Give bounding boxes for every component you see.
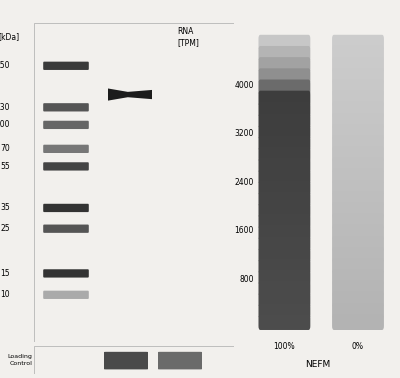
Text: NEFM: NEFM (305, 359, 331, 369)
Text: 55: 55 (0, 162, 10, 171)
FancyBboxPatch shape (332, 113, 384, 129)
FancyBboxPatch shape (258, 225, 310, 240)
FancyBboxPatch shape (258, 236, 310, 252)
FancyBboxPatch shape (258, 158, 310, 174)
FancyBboxPatch shape (43, 225, 89, 233)
Text: 100: 100 (0, 120, 10, 129)
Text: 70: 70 (0, 144, 10, 153)
FancyBboxPatch shape (43, 291, 89, 299)
FancyBboxPatch shape (158, 352, 202, 369)
FancyBboxPatch shape (332, 124, 384, 140)
FancyBboxPatch shape (332, 281, 384, 296)
Text: 1600: 1600 (235, 226, 254, 235)
Text: 4000: 4000 (234, 81, 254, 90)
Text: 25: 25 (0, 224, 10, 233)
Text: 2400: 2400 (235, 178, 254, 187)
FancyBboxPatch shape (332, 225, 384, 240)
FancyBboxPatch shape (332, 270, 384, 285)
Text: RNA
[TPM]: RNA [TPM] (177, 28, 199, 48)
FancyBboxPatch shape (43, 204, 89, 212)
Text: High: High (119, 356, 139, 366)
Text: 35: 35 (0, 203, 10, 212)
FancyBboxPatch shape (258, 135, 310, 151)
FancyBboxPatch shape (332, 68, 384, 84)
FancyBboxPatch shape (258, 292, 310, 308)
FancyBboxPatch shape (332, 169, 384, 184)
FancyBboxPatch shape (258, 169, 310, 184)
Text: 800: 800 (240, 275, 254, 284)
Text: 100%: 100% (274, 342, 295, 351)
FancyBboxPatch shape (258, 113, 310, 129)
FancyBboxPatch shape (258, 46, 310, 62)
FancyBboxPatch shape (332, 203, 384, 218)
FancyBboxPatch shape (258, 91, 310, 106)
FancyBboxPatch shape (258, 147, 310, 162)
FancyBboxPatch shape (43, 103, 89, 112)
FancyBboxPatch shape (258, 180, 310, 196)
FancyBboxPatch shape (43, 162, 89, 170)
FancyBboxPatch shape (258, 124, 310, 140)
FancyBboxPatch shape (332, 247, 384, 263)
Text: 250: 250 (0, 61, 10, 70)
Text: 3200: 3200 (235, 129, 254, 138)
FancyBboxPatch shape (332, 35, 384, 51)
FancyBboxPatch shape (258, 102, 310, 118)
FancyBboxPatch shape (258, 303, 310, 319)
FancyBboxPatch shape (332, 79, 384, 95)
FancyBboxPatch shape (332, 292, 384, 308)
FancyBboxPatch shape (43, 62, 89, 70)
FancyBboxPatch shape (258, 203, 310, 218)
FancyBboxPatch shape (332, 46, 384, 62)
FancyBboxPatch shape (43, 145, 89, 153)
FancyBboxPatch shape (104, 352, 148, 369)
FancyBboxPatch shape (258, 270, 310, 285)
FancyBboxPatch shape (332, 259, 384, 274)
Text: 10: 10 (0, 290, 10, 299)
FancyBboxPatch shape (332, 303, 384, 319)
FancyBboxPatch shape (332, 147, 384, 162)
FancyBboxPatch shape (332, 158, 384, 174)
FancyBboxPatch shape (258, 35, 310, 51)
Text: 0%: 0% (352, 342, 364, 351)
FancyBboxPatch shape (332, 91, 384, 106)
FancyBboxPatch shape (258, 247, 310, 263)
FancyBboxPatch shape (332, 102, 384, 118)
FancyBboxPatch shape (332, 135, 384, 151)
FancyBboxPatch shape (332, 314, 384, 330)
FancyBboxPatch shape (43, 121, 89, 129)
FancyBboxPatch shape (332, 57, 384, 73)
FancyBboxPatch shape (258, 259, 310, 274)
FancyBboxPatch shape (332, 180, 384, 196)
FancyBboxPatch shape (258, 214, 310, 229)
FancyBboxPatch shape (258, 191, 310, 207)
FancyBboxPatch shape (332, 191, 384, 207)
Polygon shape (108, 88, 152, 101)
Text: 15: 15 (0, 269, 10, 278)
FancyBboxPatch shape (258, 79, 310, 95)
FancyBboxPatch shape (258, 57, 310, 73)
Text: Low: Low (184, 356, 200, 366)
Text: Loading
Control: Loading Control (7, 355, 32, 366)
FancyBboxPatch shape (258, 314, 310, 330)
FancyBboxPatch shape (332, 214, 384, 229)
Text: [kDa]: [kDa] (0, 32, 19, 41)
FancyBboxPatch shape (258, 281, 310, 296)
Text: 130: 130 (0, 103, 10, 112)
FancyBboxPatch shape (43, 269, 89, 277)
FancyBboxPatch shape (258, 68, 310, 84)
FancyBboxPatch shape (332, 236, 384, 252)
